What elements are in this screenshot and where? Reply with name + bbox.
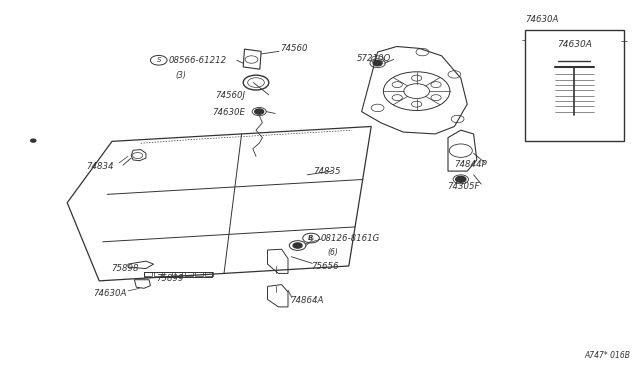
Text: 74305F: 74305F — [447, 182, 479, 191]
Circle shape — [31, 139, 36, 142]
Circle shape — [373, 61, 382, 66]
Text: S: S — [156, 57, 161, 63]
Text: 74630A: 74630A — [557, 40, 592, 49]
Circle shape — [456, 176, 466, 182]
Text: 75656: 75656 — [311, 262, 339, 271]
Text: 74835: 74835 — [314, 167, 341, 176]
Circle shape — [293, 243, 302, 248]
Bar — [525, 30, 624, 141]
Text: 75899: 75899 — [156, 274, 184, 283]
Text: 74844P: 74844P — [454, 160, 487, 169]
Text: 74630E: 74630E — [212, 108, 246, 117]
Text: 74560: 74560 — [280, 44, 308, 53]
Text: 75898: 75898 — [111, 264, 138, 273]
Circle shape — [255, 109, 264, 114]
Text: 74864A: 74864A — [290, 296, 323, 305]
Text: 74630A: 74630A — [93, 289, 126, 298]
Text: A747* 016B: A747* 016B — [584, 351, 630, 360]
Text: (6): (6) — [327, 248, 338, 257]
Text: 08126-8161G: 08126-8161G — [321, 234, 380, 243]
Text: 08566-61212: 08566-61212 — [168, 56, 227, 65]
Text: 57210Q: 57210Q — [356, 54, 391, 63]
Text: 74834: 74834 — [86, 162, 114, 171]
Text: B: B — [308, 235, 314, 241]
Text: 74630A: 74630A — [525, 15, 558, 24]
Text: (3): (3) — [175, 71, 186, 80]
Text: 74560J: 74560J — [215, 92, 245, 100]
